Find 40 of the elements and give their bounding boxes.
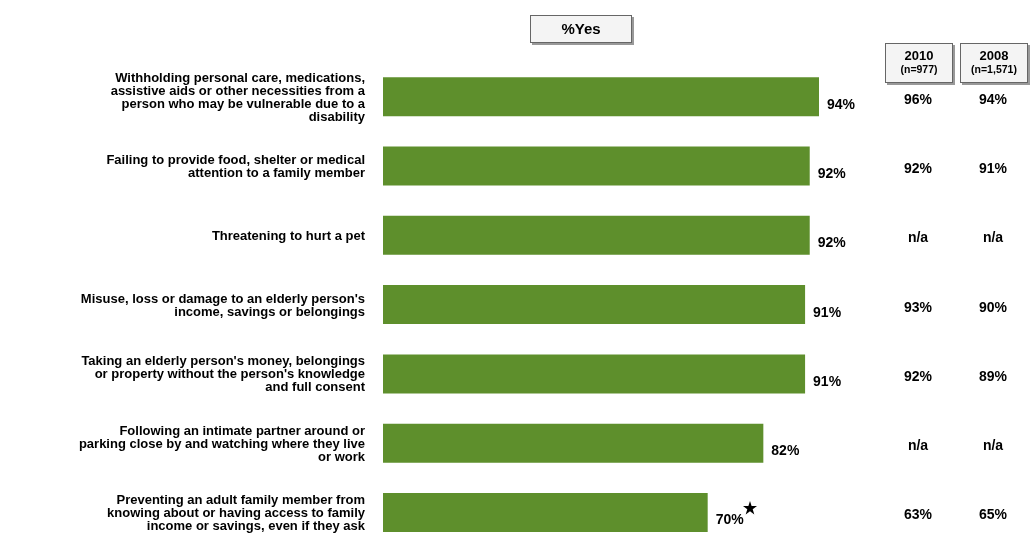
text: 92%: [903, 159, 933, 176]
text: 94%: [978, 90, 1008, 107]
text: 93%: [903, 298, 933, 315]
y-tick-label: Threatening to hurt a pet: [211, 227, 366, 243]
bar: [383, 423, 764, 463]
text: 63%: [903, 506, 933, 523]
data-label: 94%: [827, 95, 856, 112]
bar: [383, 285, 806, 325]
text: 96%: [903, 90, 933, 107]
bar: [383, 354, 806, 394]
text: 91%: [978, 159, 1008, 176]
text: n/a: [906, 229, 930, 246]
y-tick-label: Following an intimate partner around or parking close by and watching where they live or work: [78, 422, 366, 464]
text: 89%: [978, 367, 1008, 384]
data-label: 91%: [813, 372, 842, 389]
text: 65%: [978, 506, 1008, 523]
data-label: 92%: [817, 234, 847, 251]
data-label: 70%: [715, 511, 745, 528]
text: (n=977): [899, 63, 939, 75]
text: n/a: [981, 437, 1005, 454]
y-tick-label: Withholding personal care, medications, assistive aids or other necessities from a person who may be vulnerable due to a disability: [110, 69, 366, 124]
text: n/a: [981, 229, 1005, 246]
data-label: 92%: [817, 165, 847, 182]
y-tick-label: Failing to provide food, shelter or medical attention to a family member: [106, 152, 365, 181]
bar: [383, 77, 819, 117]
text: 2008: [978, 48, 1010, 63]
chart-title: %Yes: [530, 15, 632, 43]
bar: [383, 146, 810, 186]
bar: [383, 492, 708, 532]
text: (n=1,571): [970, 63, 1018, 75]
y-tick-label: Preventing an adult family member from knowing about or having access to family income or savings, even if they ask: [107, 491, 366, 533]
text: 92%: [903, 367, 933, 384]
y-tick-label: Misuse, loss or damage to an elderly person's income, savings or belongings: [80, 290, 365, 319]
text: n/a: [906, 437, 930, 454]
bar: [383, 215, 810, 255]
text: 2010: [903, 48, 935, 63]
text: 90%: [978, 298, 1008, 315]
data-label: 91%: [813, 303, 842, 320]
y-tick-label: Taking an elderly person's money, belongings or property without the person's knowledge and full consent: [81, 353, 366, 395]
data-label: 82%: [771, 442, 800, 459]
